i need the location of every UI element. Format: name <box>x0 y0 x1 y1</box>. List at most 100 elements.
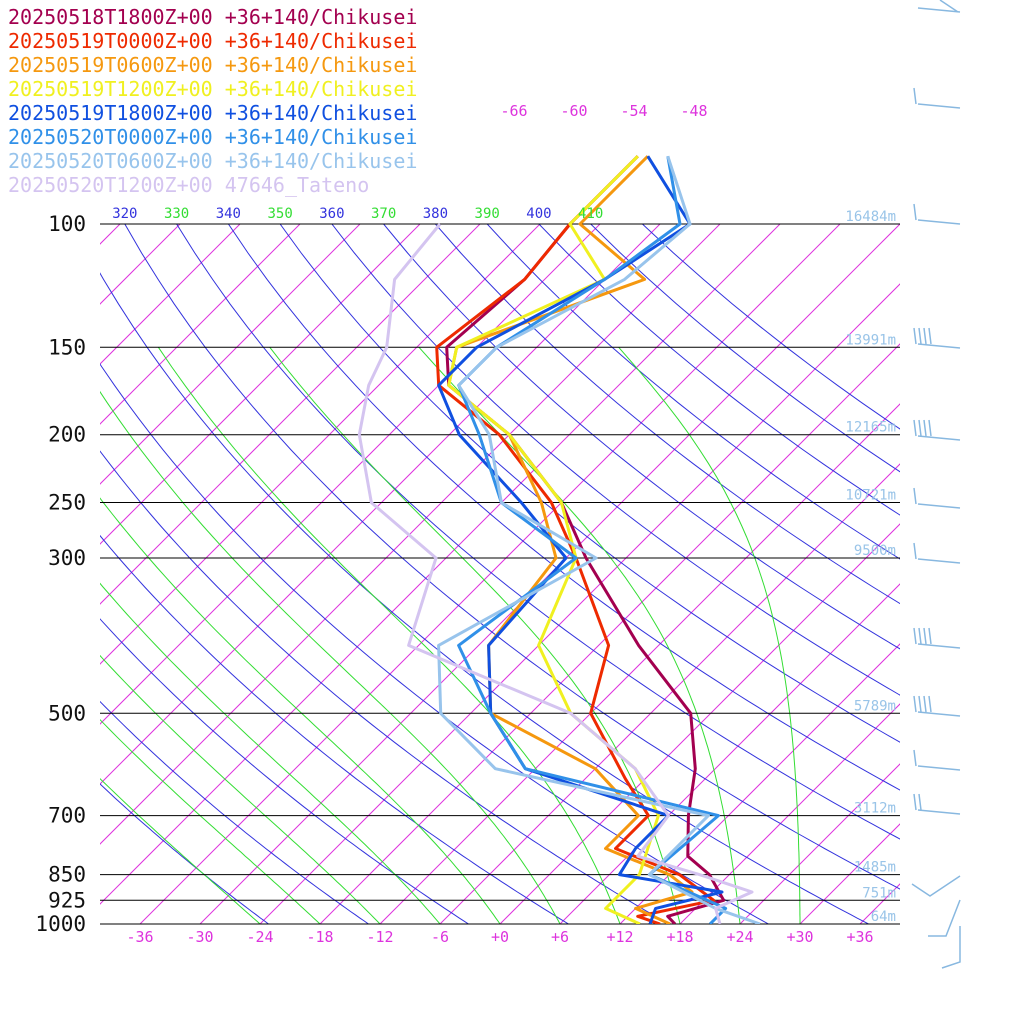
temperature-tick-label: -24 <box>246 928 273 946</box>
dry-adiabat-line <box>538 224 900 516</box>
moist-adiabat-line <box>100 654 381 924</box>
wind-barb <box>913 487 961 509</box>
pressure-label-300: 300 <box>48 546 86 570</box>
legend: 20250518T1800Z+00 +36+140/Chikusei202505… <box>8 5 417 197</box>
temperature-tick-label: +18 <box>666 928 693 946</box>
legend-entry-4: 20250519T1800Z+00 +36+140/Chikusei <box>8 101 417 125</box>
theta-label: 340 <box>216 206 241 222</box>
isotherm-line <box>100 224 721 845</box>
isotherm-line <box>799 823 900 924</box>
wind-barb <box>913 749 961 771</box>
temperature-tick-label: -12 <box>366 928 393 946</box>
temperature-tick-label: +24 <box>726 928 753 946</box>
profile-line-3 <box>447 155 660 924</box>
wind-barb <box>913 542 961 564</box>
dry-adiabat-line <box>590 224 900 473</box>
isotherm-line <box>619 643 900 924</box>
theta-label: 370 <box>371 206 396 222</box>
legend-entry-7: 20250520T1200Z+00 47646_Tateno <box>8 173 369 197</box>
moist-adiabat-line <box>157 347 621 924</box>
theta-label: 330 <box>164 206 189 222</box>
pressure-label-1000: 1000 <box>35 912 86 936</box>
temperature-tick-label: +0 <box>491 928 509 946</box>
temperature-tick-label: +6 <box>551 928 569 946</box>
dry-adiabat-line <box>642 224 900 430</box>
theta-label: 350 <box>267 206 292 222</box>
profile-line-7 <box>357 223 754 924</box>
theta-label: 320 <box>112 206 137 222</box>
theta-label: 410 <box>578 206 603 222</box>
profile-line-6 <box>437 155 761 924</box>
isotherm-line <box>319 343 900 924</box>
dry-adiabat-line <box>124 224 900 890</box>
wind-barb-column <box>911 0 961 969</box>
legend-entry-2: 20250519T0600Z+00 +36+140/Chikusei <box>8 53 417 77</box>
upper-isotherm-label: -66 <box>500 102 527 120</box>
profile-line-1 <box>435 155 716 924</box>
pressure-label-700: 700 <box>48 804 86 828</box>
temperature-tick-label: -30 <box>186 928 213 946</box>
height-label-1000: 64m <box>871 909 896 925</box>
isotherm-line <box>100 224 601 725</box>
isotherm-line <box>100 224 481 605</box>
legend-entry-0: 20250518T1800Z+00 +36+140/Chikusei <box>8 5 417 29</box>
moist-adiabat-line <box>618 346 801 924</box>
isotherm-line <box>100 224 301 425</box>
profile-line-5 <box>457 155 728 924</box>
wind-barb <box>913 695 961 717</box>
wind-barb <box>913 203 961 225</box>
legend-entry-6: 20250520T0600Z+00 +36+140/Chikusei <box>8 149 417 173</box>
height-label-850: 1485m <box>854 860 896 876</box>
theta-label: 400 <box>526 206 551 222</box>
axis-labels: 100 16484m 150 13991m 200 12165m 250 10721m 300 9… <box>35 102 896 946</box>
wind-barb <box>917 7 961 13</box>
wind-barb <box>913 327 961 349</box>
pressure-label-250: 250 <box>48 491 86 515</box>
moist-adiabat-line <box>100 777 261 924</box>
isotherm-line <box>259 283 900 924</box>
wind-barb <box>913 627 961 649</box>
wind-barb <box>913 793 961 815</box>
isotherm-line <box>100 224 181 305</box>
height-label-250: 10721m <box>845 488 896 504</box>
temperature-tick-label: +30 <box>786 928 813 946</box>
height-label-500: 5789m <box>854 698 896 714</box>
profile-line-4 <box>437 155 724 924</box>
pressure-label-925: 925 <box>48 888 86 912</box>
height-label-700: 3112m <box>854 801 896 817</box>
upper-isotherm-label: -48 <box>680 102 707 120</box>
wind-barb <box>928 899 961 937</box>
dry-adiabat-line <box>227 224 900 791</box>
height-label-150: 13991m <box>845 332 896 348</box>
upper-isotherm-label: -54 <box>620 102 647 120</box>
isotherm-line <box>100 224 241 365</box>
height-label-925: 751m <box>862 885 896 901</box>
theta-label: 380 <box>423 206 448 222</box>
legend-entry-3: 20250519T1200Z+00 +36+140/Chikusei <box>8 77 417 101</box>
dry-adiabat-line <box>176 224 900 840</box>
height-label-300: 9500m <box>854 543 896 559</box>
theta-label: 360 <box>319 206 344 222</box>
isotherm-line <box>559 583 900 924</box>
moist-adiabat-line <box>418 346 741 924</box>
temperature-tick-label: +36 <box>846 928 873 946</box>
moist-adiabat-line <box>100 390 561 924</box>
pressure-label-150: 150 <box>48 335 86 359</box>
temperature-tick-label: -6 <box>431 928 449 946</box>
wind-barb <box>939 0 959 13</box>
profile-line-0 <box>445 155 726 924</box>
height-label-100: 16484m <box>845 209 896 225</box>
wind-barb <box>911 875 961 897</box>
moist-adiabat-line <box>100 718 321 924</box>
isotherm-line <box>859 883 900 924</box>
isotherm-line <box>100 224 661 785</box>
temperature-tick-label: +12 <box>606 928 633 946</box>
legend-entry-1: 20250519T0000Z+00 +36+140/Chikusei <box>8 29 417 53</box>
isotherm-line <box>100 224 541 665</box>
temperature-profiles <box>357 155 761 924</box>
isotherm-line <box>679 703 900 924</box>
upper-isotherm-label: -60 <box>560 102 587 120</box>
isotherm-line <box>139 224 841 924</box>
temperature-tick-label: -18 <box>306 928 333 946</box>
